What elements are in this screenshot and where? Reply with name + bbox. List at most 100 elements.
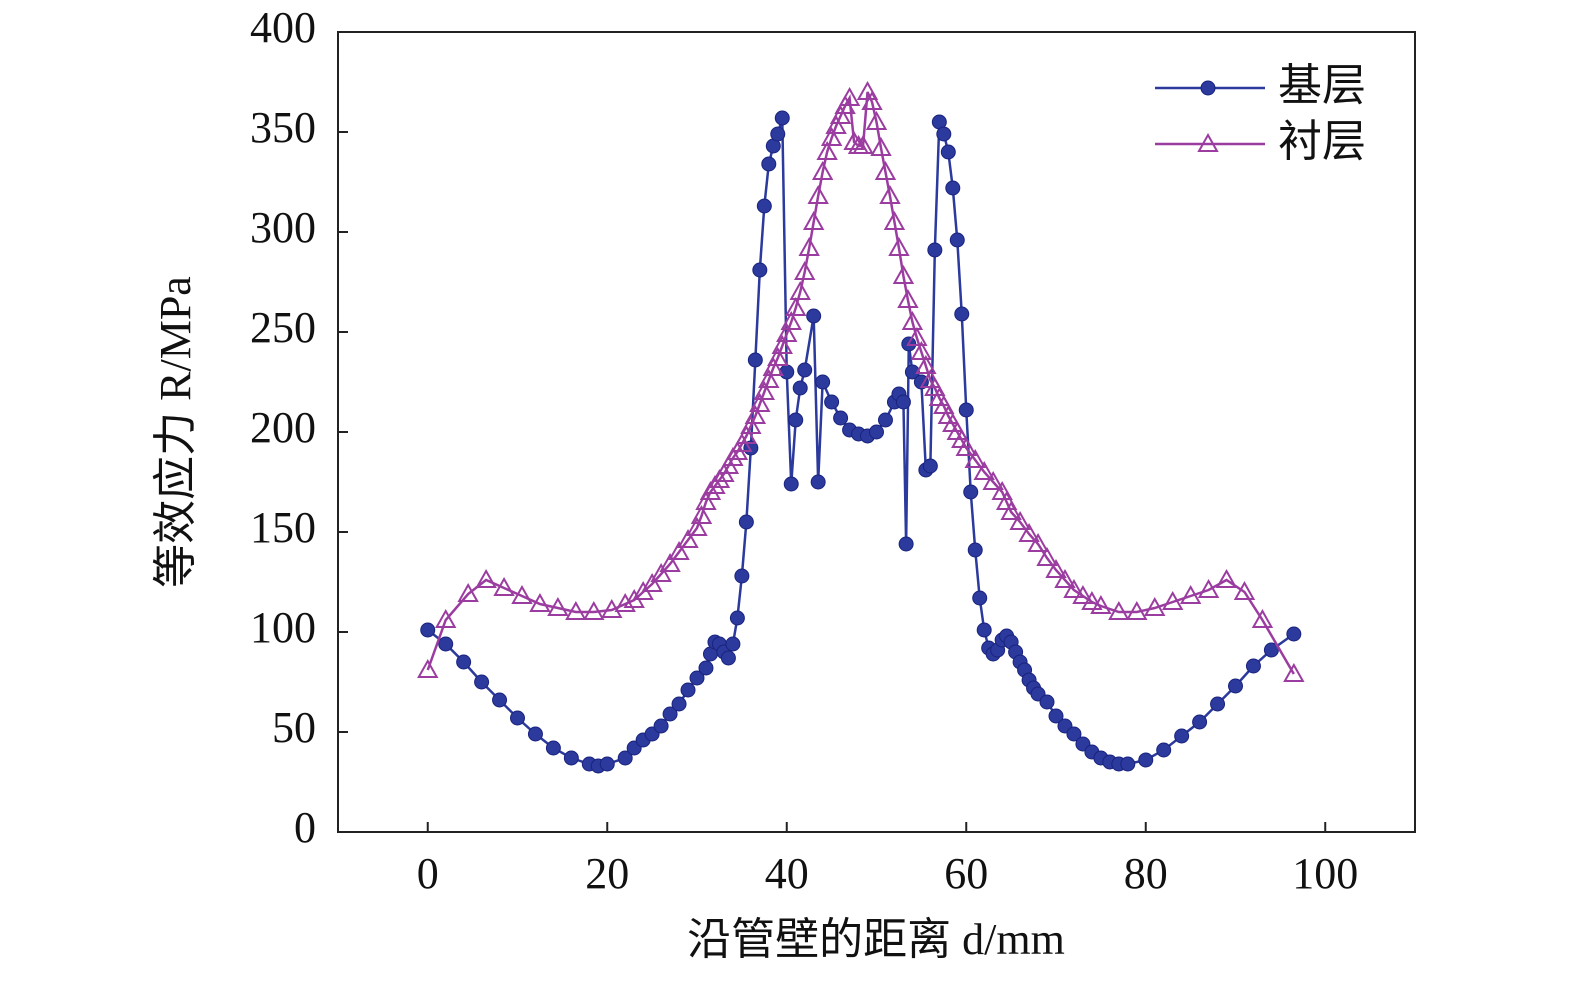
point [762, 356, 784, 376]
point [838, 86, 861, 106]
point [756, 198, 772, 214]
point [833, 410, 849, 426]
point [617, 750, 633, 766]
point [779, 364, 795, 380]
point [1045, 558, 1067, 578]
point [892, 264, 915, 284]
point [897, 288, 919, 308]
point [1228, 678, 1243, 694]
point [475, 568, 497, 588]
point [783, 476, 799, 492]
point [653, 718, 669, 734]
point [936, 126, 952, 142]
point [874, 160, 897, 180]
point [901, 310, 924, 330]
point [492, 692, 508, 708]
point [729, 610, 745, 626]
point [940, 144, 956, 160]
point [1000, 500, 1022, 520]
point [1197, 578, 1220, 598]
point [1081, 590, 1103, 610]
point [879, 184, 901, 204]
point [770, 126, 786, 142]
point [641, 572, 663, 592]
point [1126, 600, 1148, 620]
point [870, 136, 892, 156]
point [671, 696, 687, 712]
point [949, 232, 965, 248]
legend-marker [1200, 80, 1216, 96]
x-tick-label: 0 [417, 849, 439, 898]
point [802, 210, 825, 230]
point [1009, 510, 1031, 530]
x-axis-label: 沿管壁的距离 d/mm [687, 915, 1065, 964]
point [1192, 714, 1208, 730]
point [811, 160, 834, 180]
point [738, 514, 754, 530]
point [910, 340, 933, 360]
point [1286, 626, 1302, 642]
point [810, 474, 826, 490]
point [972, 590, 988, 606]
point [780, 310, 802, 330]
y-tick-label: 200 [250, 403, 316, 452]
point [913, 374, 929, 390]
legend-label: 基层 [1278, 60, 1366, 111]
point [753, 380, 776, 400]
point [690, 504, 713, 524]
point [1066, 726, 1082, 742]
point [650, 562, 672, 582]
point [758, 368, 780, 388]
point [1039, 694, 1055, 710]
point [747, 352, 763, 368]
point [798, 236, 820, 256]
point [824, 394, 840, 410]
point [695, 490, 717, 510]
point [973, 460, 995, 480]
point [771, 334, 793, 354]
point [563, 750, 579, 766]
point [895, 394, 911, 410]
x-tick-label: 20 [585, 849, 629, 898]
point [1054, 568, 1076, 588]
point [1156, 742, 1172, 758]
point [825, 114, 847, 134]
point [420, 622, 436, 638]
y-tick-label: 350 [250, 103, 316, 152]
point [843, 130, 865, 150]
y-tick-label: 0 [294, 803, 316, 852]
point [785, 296, 807, 316]
point [1018, 522, 1040, 542]
point [967, 542, 983, 558]
point [752, 262, 768, 278]
point [583, 600, 605, 620]
point [689, 670, 705, 686]
point [806, 308, 822, 324]
point [815, 374, 831, 390]
point [698, 660, 714, 676]
point [417, 658, 439, 678]
point [1144, 596, 1166, 616]
y-tick-label: 300 [250, 203, 316, 252]
y-tick-label: 400 [250, 3, 316, 52]
point [493, 576, 515, 596]
point [877, 412, 893, 428]
y-axis-label: 等效应力 R/MPa [151, 276, 200, 588]
point [511, 584, 533, 604]
point [1138, 752, 1154, 768]
y-tick-label: 50 [272, 703, 316, 752]
y-tick-label: 150 [250, 503, 316, 552]
point [869, 424, 884, 440]
point [438, 636, 454, 652]
point [749, 392, 771, 412]
point [888, 236, 910, 256]
point [1120, 756, 1136, 772]
point [829, 104, 852, 124]
point [915, 354, 937, 374]
point [774, 110, 790, 126]
point [614, 592, 636, 612]
point [1161, 590, 1184, 610]
point [1174, 728, 1190, 744]
point [720, 650, 736, 666]
